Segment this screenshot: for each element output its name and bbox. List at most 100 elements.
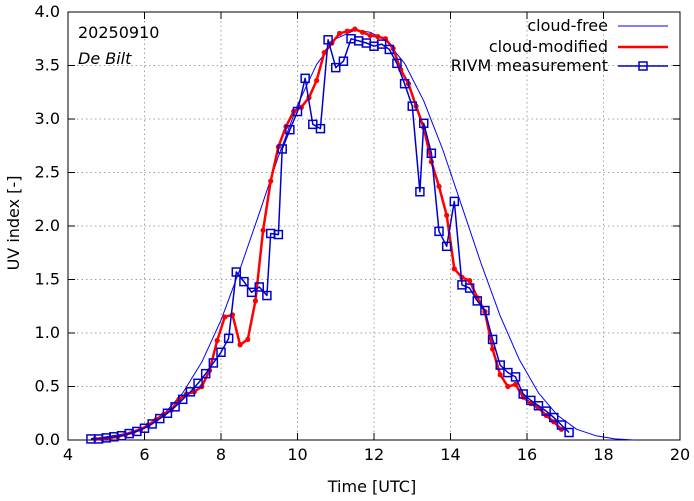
data-point-rivm-measurement (392, 58, 402, 69)
data-point-cloud-modified (352, 26, 358, 32)
data-point-rivm-measurement (376, 39, 387, 49)
x-tick-label: 8 (216, 445, 226, 464)
data-point-rivm-measurement (231, 267, 242, 277)
y-tick-label: 1.0 (35, 323, 60, 342)
x-tick-label: 10 (287, 445, 307, 464)
data-point-rivm-measurement (300, 73, 310, 84)
data-point-cloud-modified (359, 29, 366, 35)
data-point-rivm-measurement (426, 148, 437, 158)
data-point-cloud-modified (375, 34, 381, 40)
x-tick-label: 12 (364, 445, 384, 464)
data-point-cloud-modified (321, 50, 327, 56)
data-point-rivm-measurement (510, 372, 521, 382)
data-point-rivm-measurement (338, 56, 349, 66)
data-point-cloud-modified (367, 32, 373, 39)
data-point-rivm-measurement (526, 395, 536, 406)
data-point-cloud-modified (344, 28, 350, 34)
data-point-rivm-measurement (315, 123, 326, 134)
x-tick-label: 20 (670, 445, 690, 464)
series-line-rivm-measurement (90, 38, 570, 440)
data-point-cloud-modified (214, 337, 220, 344)
data-point-rivm-measurement (407, 101, 417, 111)
data-point-rivm-measurement (449, 196, 460, 207)
data-point-rivm-measurement (185, 387, 196, 397)
y-tick-label: 0.0 (35, 430, 60, 449)
data-point-rivm-measurement (418, 118, 429, 129)
series-line-cloud-modified (94, 27, 563, 441)
y-tick-label: 4.0 (35, 2, 60, 21)
data-point-rivm-measurement (246, 287, 257, 298)
data-point-cloud-modified (497, 372, 503, 378)
x-axis-label: Time [UTC] (327, 477, 416, 496)
data-point-rivm-measurement (292, 106, 303, 117)
data-point-rivm-measurement (223, 333, 234, 344)
data-point-rivm-measurement (472, 296, 483, 306)
data-point-rivm-measurement (549, 412, 559, 423)
data-point-cloud-modified (222, 314, 228, 320)
y-tick-label: 1.5 (35, 270, 60, 289)
legend-label-rivm-measurement: RIVM measurement (451, 56, 608, 75)
data-point-rivm-measurement (518, 389, 528, 399)
data-point-rivm-measurement (331, 62, 341, 73)
data-point-cloud-modified (436, 183, 442, 190)
data-point-rivm-measurement (208, 358, 219, 368)
data-point-cloud-modified (237, 342, 243, 348)
data-point-cloud-modified (268, 178, 274, 184)
data-point-rivm-measurement (155, 413, 165, 424)
data-point-rivm-measurement (541, 406, 551, 416)
date-annotation: 20250910 (78, 23, 159, 42)
data-point-rivm-measurement (216, 347, 226, 358)
data-point-cloud-modified (489, 346, 496, 352)
x-tick-label: 16 (517, 445, 537, 464)
data-point-rivm-measurement (239, 276, 249, 287)
data-point-rivm-measurement (285, 124, 295, 135)
data-point-cloud-modified (512, 381, 519, 387)
data-point-rivm-measurement (262, 290, 272, 301)
data-point-rivm-measurement (399, 78, 410, 89)
y-axis-label: UV index [-] (4, 176, 23, 271)
data-point-rivm-measurement (480, 305, 490, 316)
data-point-rivm-measurement (200, 368, 211, 379)
data-point-cloud-modified (245, 336, 251, 343)
data-point-cloud-modified (451, 266, 457, 272)
y-tick-label: 3.5 (35, 56, 60, 75)
data-point-rivm-measurement (193, 378, 203, 389)
station-annotation: De Bilt (78, 49, 132, 68)
data-point-rivm-measurement (564, 427, 574, 438)
x-tick-label: 4 (63, 445, 73, 464)
y-tick-label: 2.5 (35, 163, 60, 182)
data-point-cloud-modified (314, 77, 320, 84)
series-layer (86, 26, 635, 444)
legend-label-cloud-free: cloud-free (527, 16, 608, 35)
data-point-rivm-measurement (533, 401, 544, 411)
data-point-rivm-measurement (277, 144, 287, 154)
x-tick-label: 18 (593, 445, 613, 464)
y-tick-label: 0.5 (35, 377, 60, 396)
data-point-rivm-measurement (495, 360, 505, 370)
data-point-rivm-measurement (323, 35, 333, 45)
data-point-rivm-measurement (415, 187, 425, 197)
y-tick-label: 2.0 (35, 216, 60, 235)
data-point-cloud-modified (505, 383, 511, 390)
grid-lines (68, 12, 680, 440)
series-line-cloud-free (90, 29, 635, 441)
data-point-cloud-modified (444, 212, 450, 218)
data-point-rivm-measurement (178, 394, 188, 405)
data-point-cloud-modified (260, 227, 266, 233)
data-point-rivm-measurement (441, 241, 452, 252)
legend-marker-rivm-measurement (638, 61, 648, 71)
data-point-rivm-measurement (434, 226, 444, 237)
legend: cloud-free cloud-modified RIVM measureme… (451, 16, 668, 75)
data-point-rivm-measurement (170, 402, 180, 412)
legend-label-cloud-modified: cloud-modified (489, 37, 608, 56)
data-point-rivm-measurement (487, 334, 498, 345)
data-point-cloud-modified (252, 298, 259, 304)
data-point-rivm-measurement (464, 283, 475, 293)
axis-ticks: 4 6 8 10 12 14 16 18 20 0.0 0.5 1.0 1.5 2.0 2.5 3.0 3.5 4… (35, 2, 691, 464)
data-point-cloud-modified (336, 30, 343, 36)
data-point-rivm-measurement (384, 44, 395, 55)
data-point-rivm-measurement (556, 420, 567, 430)
data-point-rivm-measurement (273, 229, 284, 240)
data-point-rivm-measurement (254, 282, 264, 292)
